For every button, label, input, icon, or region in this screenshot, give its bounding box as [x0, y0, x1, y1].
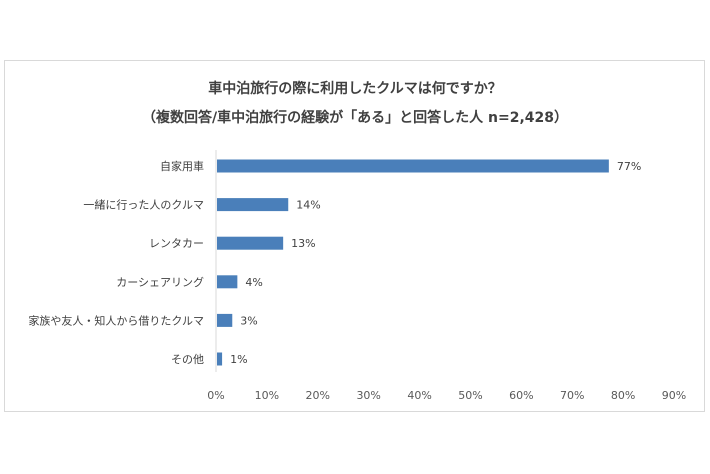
- data-label: 14%: [296, 199, 320, 212]
- data-label: 1%: [230, 353, 247, 366]
- x-tick-label: 80%: [611, 389, 635, 402]
- data-label: 3%: [240, 314, 257, 327]
- x-tick-label: 90%: [662, 389, 686, 402]
- x-tick-label: 10%: [255, 389, 279, 402]
- x-tick-label: 30%: [356, 389, 380, 402]
- category-label: 家族や友人・知人から借りたクルマ: [28, 313, 204, 327]
- x-tick-label: 40%: [407, 389, 431, 402]
- x-tick-label: 70%: [560, 389, 584, 402]
- chart-title: 車中泊旅行の際に利用したクルマは何ですか？: [208, 81, 502, 97]
- category-label: 一緒に行った人のクルマ: [83, 198, 204, 212]
- chart-subtitle: （複数回答/車中泊旅行の経験が「ある」と回答した人 n=2,428）: [142, 110, 568, 126]
- x-tick-label: 0%: [207, 389, 224, 402]
- chart-frame: [4, 60, 705, 412]
- bar: [217, 352, 223, 366]
- bar: [217, 198, 289, 212]
- category-label: 自家用車: [160, 159, 204, 173]
- category-label: その他: [171, 353, 204, 366]
- data-label: 4%: [245, 276, 262, 289]
- bar: [217, 313, 233, 327]
- bar: [217, 236, 284, 250]
- data-label: 77%: [617, 160, 641, 173]
- x-tick-label: 50%: [458, 389, 482, 402]
- x-tick-label: 60%: [509, 389, 533, 402]
- x-tick-label: 20%: [306, 389, 330, 402]
- category-label: レンタカー: [149, 237, 204, 250]
- category-label: カーシェアリング: [116, 275, 204, 289]
- bar: [217, 159, 609, 173]
- data-label: 13%: [291, 237, 315, 250]
- bar: [217, 275, 238, 289]
